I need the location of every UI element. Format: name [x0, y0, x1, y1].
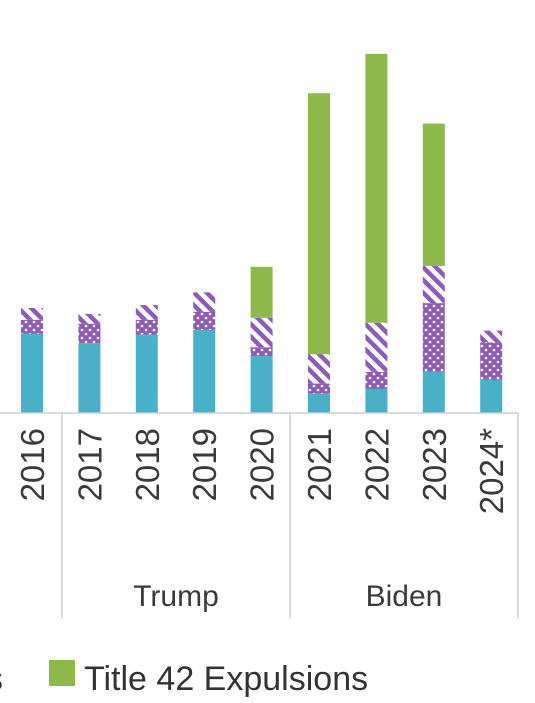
bar-segment-2016-series-1: [21, 319, 43, 334]
bar-segment-2018-series-0: [135, 334, 158, 413]
x-tick-labels: 2016 2017 2018 2019 2020 2021 2022 2023 2024*: [14, 428, 510, 514]
bar-segment-2024-series-0: [480, 379, 503, 413]
legend: Title 42 Expulsions s: [0, 660, 368, 698]
x-tick-label-2020: 2020: [244, 428, 281, 501]
bar-segment-2020-series-0: [250, 356, 273, 413]
bar-segment-2021-series-0: [308, 393, 330, 413]
x-tick-label-2017: 2017: [71, 428, 108, 501]
bar-segment-2023-series-0: [422, 371, 445, 413]
bar-segment-2021-series-2: [308, 354, 330, 384]
bars-layer: [21, 53, 503, 413]
x-tick-label-2016: 2016: [14, 428, 51, 501]
x-group-labels: Trump Biden: [133, 580, 442, 613]
bar-segment-2022-series-2: [365, 322, 388, 372]
bar-segment-2018-series-2: [135, 305, 158, 320]
bar-segment-2018-series-1: [135, 319, 158, 335]
bar-segment-2016-series-0: [21, 333, 43, 413]
bar-segment-2023-series-2: [422, 265, 445, 304]
bar-segment-2020-series-3: [250, 266, 273, 318]
legend-label-title42: Title 42 Expulsions: [84, 660, 368, 698]
bar-segment-2023-series-3: [422, 123, 445, 266]
bar-segment-2017-series-0: [78, 343, 101, 413]
bar-segment-2022-series-0: [365, 388, 388, 413]
bar-segment-2019-series-0: [193, 329, 216, 413]
bar-segment-2019-series-1: [193, 311, 216, 330]
axis-layer: [0, 412, 519, 618]
group-label-biden: Biden: [366, 580, 443, 613]
bar-segment-2020-series-2: [250, 317, 273, 348]
x-tick-label-2024: 2024*: [473, 428, 510, 514]
bar-segment-2016-series-2: [21, 308, 43, 320]
legend-swatch-title42: [49, 660, 75, 686]
x-tick-label-2021: 2021: [301, 428, 338, 501]
bar-segment-2021-series-3: [308, 93, 330, 355]
bar-segment-2023-series-1: [422, 303, 445, 372]
legend-fragment: s: [0, 660, 3, 698]
bar-segment-2022-series-1: [365, 371, 388, 389]
x-tick-label-2019: 2019: [186, 428, 223, 501]
bar-segment-2022-series-3: [365, 53, 388, 323]
x-tick-label-2023: 2023: [416, 428, 453, 501]
bar-segment-2017-series-2: [78, 313, 101, 324]
bar-segment-2024-series-2: [480, 330, 503, 343]
bar-segment-2020-series-1: [250, 347, 273, 357]
x-tick-label-2018: 2018: [129, 428, 166, 501]
group-label-trump: Trump: [133, 580, 219, 613]
bar-segment-2021-series-1: [308, 383, 330, 394]
x-tick-label-2022: 2022: [358, 428, 395, 501]
bar-segment-2024-series-1: [480, 342, 503, 380]
bar-segment-2017-series-1: [78, 323, 101, 344]
bar-segment-2019-series-2: [193, 292, 216, 312]
